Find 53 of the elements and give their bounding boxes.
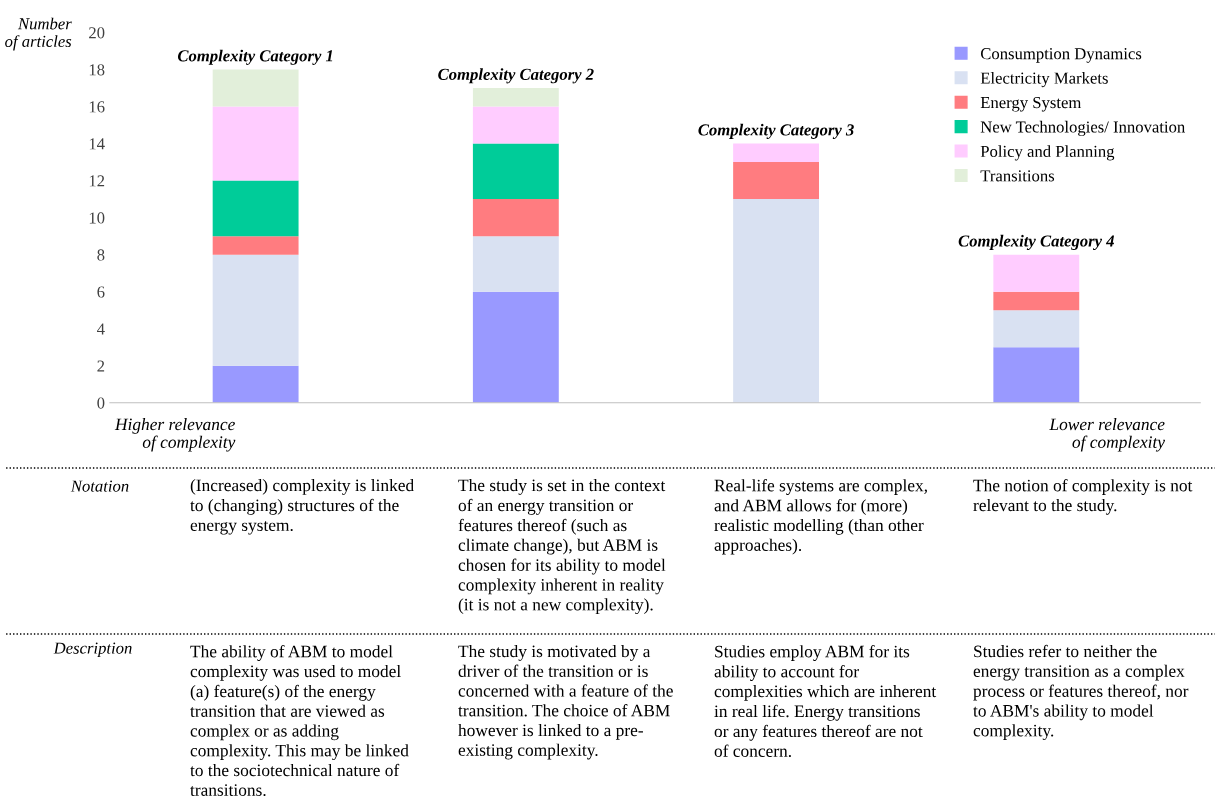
x-tick-label: Complexity Category 2 bbox=[438, 68, 594, 84]
text: Higher relevance of complexity bbox=[114, 418, 236, 452]
bar bbox=[472, 88, 559, 107]
bar bbox=[472, 291, 559, 403]
y-tick-label: 20 bbox=[89, 27, 105, 39]
x-tick-label: Complexity Category 1 bbox=[177, 49, 333, 65]
bar bbox=[212, 180, 299, 237]
legend-label: New Technologies/ Innovation bbox=[980, 120, 1185, 137]
y-tick-label: 12 bbox=[89, 175, 105, 187]
y-tick-label: 6 bbox=[97, 286, 105, 298]
bar bbox=[733, 199, 820, 403]
bar bbox=[993, 291, 1080, 311]
text: The study is set in the context of an energy transition or features thereof (such as climate change), but ABM is chosen for its ability to model complexity inherent in reality (it is not a new complexity). bbox=[458, 479, 666, 615]
bar bbox=[993, 254, 1080, 292]
x-tick-label: Complexity Category 3 bbox=[698, 123, 854, 139]
y-tick-label: 4 bbox=[97, 323, 105, 335]
text: Lower relevance of complexity bbox=[1049, 418, 1166, 452]
legend-label: Consumption Dynamics bbox=[980, 48, 1142, 63]
bar bbox=[472, 236, 559, 292]
bar bbox=[212, 254, 299, 366]
text: The study is motivated by a driver of the transition or is concerned with a feature of the transition. The choice of ABM however is linked to a pre- existing complexity. bbox=[458, 645, 673, 760]
y-axis-title: Number of articles bbox=[5, 17, 72, 51]
text: Studies refer to neither the energy transition as a complex process or features thereof, nor to ABM's ability to model complexity. bbox=[973, 644, 1189, 740]
bar bbox=[472, 143, 559, 200]
text: (Increased) complexity is linked to (changing) structures of the energy system. bbox=[190, 479, 414, 535]
bar bbox=[212, 365, 299, 403]
bar bbox=[993, 347, 1080, 403]
bar bbox=[472, 199, 559, 237]
text: Studies employ ABM for its ability to account for complexities which are inherent in real life. Energy transitions or any features thereof are not of concern. bbox=[714, 645, 937, 757]
x-tick-label: Complexity Category 4 bbox=[958, 234, 1115, 251]
y-tick-label: 0 bbox=[97, 397, 105, 409]
legend-label: Energy System bbox=[980, 96, 1082, 112]
bar bbox=[212, 106, 299, 181]
legend-label: Electricity Markets bbox=[980, 72, 1108, 88]
bar bbox=[472, 106, 559, 144]
text: The notion of complexity is not relevant to the study. bbox=[973, 479, 1193, 515]
y-tick-label: 18 bbox=[89, 64, 105, 76]
text: Description bbox=[53, 642, 132, 658]
bar bbox=[993, 310, 1080, 348]
bar bbox=[212, 236, 299, 255]
legend-label: Transitions bbox=[980, 170, 1055, 182]
bar bbox=[733, 162, 820, 200]
y-tick-label: 16 bbox=[89, 101, 105, 113]
y-tick-label: 8 bbox=[97, 249, 105, 261]
text: Real-life systems are complex, and ABM allows for (more) realistic modelling (than other approaches). bbox=[714, 479, 927, 555]
legend-label: Policy and Planning bbox=[980, 145, 1115, 161]
text: The ability of ABM to model complexity was used to model (a) feature(s) of the energy transition that are viewed as complex or as adding complexity. This may be linked to the sociotechnical nature of transitions. bbox=[190, 645, 409, 796]
bar bbox=[212, 69, 299, 107]
y-tick-label: 14 bbox=[89, 138, 105, 150]
y-tick-label: 2 bbox=[97, 360, 105, 372]
bar bbox=[733, 143, 820, 163]
y-tick-label: 10 bbox=[89, 212, 105, 224]
text: Notation bbox=[70, 480, 129, 492]
